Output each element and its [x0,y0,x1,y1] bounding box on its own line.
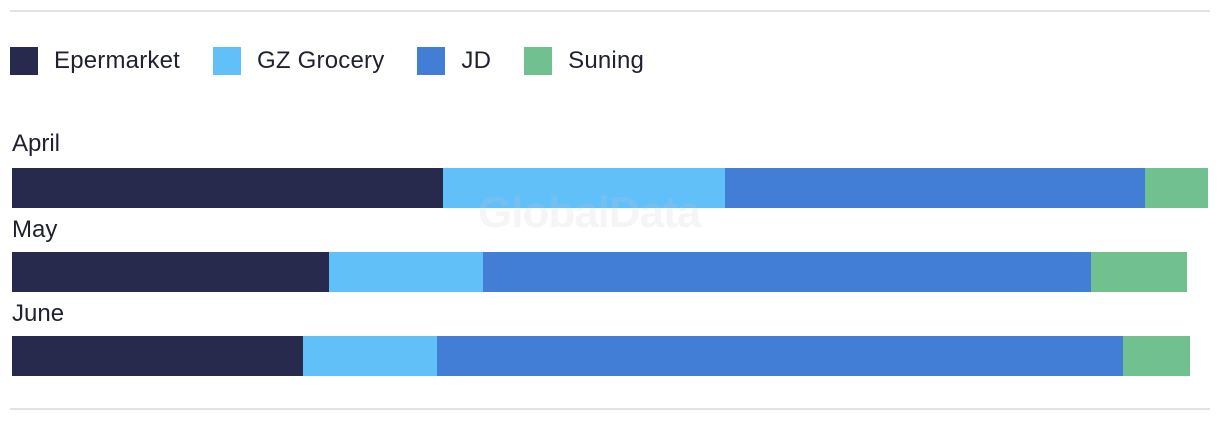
legend-swatch [213,47,242,75]
legend-item: JD [417,47,491,75]
legend-swatch [417,47,446,75]
bar-segment [12,252,329,292]
category-label: April [12,130,61,157]
category-label: June [12,300,65,327]
legend-label: Suning [568,47,645,74]
legend: Epermarket GZ Grocery JD Suning [10,44,677,78]
bar-segment [1091,252,1187,292]
category-label: May [12,216,58,243]
legend-label: GZ Grocery [257,47,385,74]
bar-segment [1145,168,1208,208]
stacked-bar [12,252,1208,292]
top-divider [10,10,1210,12]
bar-segment [12,336,303,376]
bar-segment [303,336,437,376]
bottom-divider [10,408,1210,410]
bar-segment [443,168,725,208]
stacked-bar [12,168,1208,208]
bar-segment [483,252,1091,292]
bar-segment [725,168,1145,208]
legend-label: JD [461,47,492,74]
legend-swatch [10,47,38,75]
bar-segment [12,168,443,208]
legend-swatch [524,47,553,75]
bar-segment [1123,336,1190,376]
bar-segment [329,252,483,292]
legend-item: GZ Grocery [213,47,384,75]
legend-item: Suning [524,47,644,75]
stacked-bar [12,336,1208,376]
legend-label: Epermarket [54,47,181,74]
bar-segment [437,336,1124,376]
legend-item: Epermarket [10,47,180,75]
